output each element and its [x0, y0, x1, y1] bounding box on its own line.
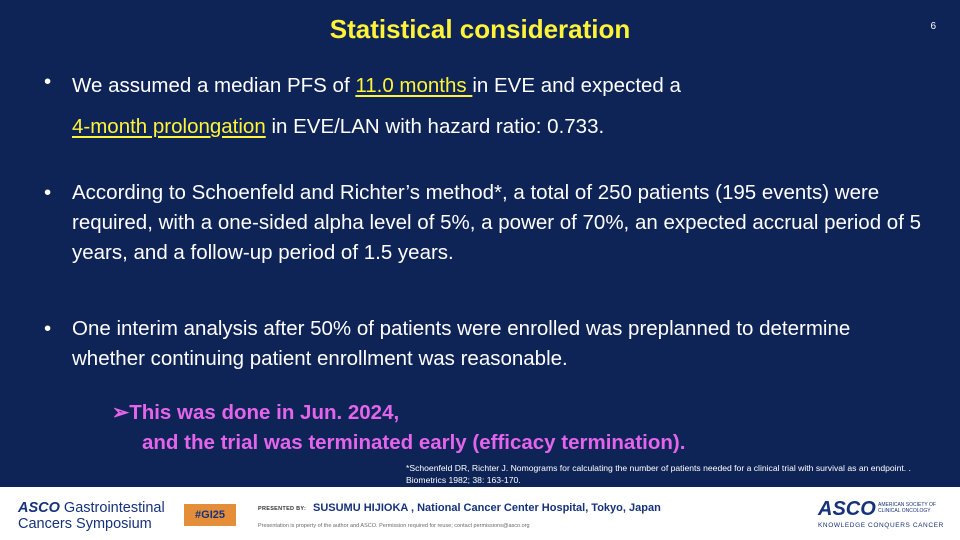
reference-footnote: *Schoenfeld DR, Richter J. Nomograms for…	[406, 463, 911, 485]
logo-line-1: Gastrointestinal	[59, 500, 165, 516]
bullet-dot-icon: •	[44, 70, 52, 93]
presenter-name: SUSUMU HIJIOKA , National Cancer Center …	[313, 502, 661, 514]
gi-symposium-logo: ASCO Gastrointestinal Cancers Symposium	[18, 500, 165, 532]
slide-title: Statistical consideration	[329, 14, 631, 44]
callout-text-1: This was done in Jun. 2024,	[129, 401, 400, 424]
copyright-note: Presentation is property of the author a…	[258, 523, 530, 529]
asco-society-name: AMERICAN SOCIETY OF CLINICAL ONCOLOGY	[878, 502, 936, 514]
presented-by-label: PRESENTED BY:	[258, 506, 307, 512]
asco-wordmark: ASCO	[818, 498, 876, 520]
slide: Statistical consideration 6 • We assumed…	[0, 0, 960, 487]
highlight-prolongation: 4-month prolongation	[72, 115, 266, 138]
bullet-text: We assumed a median PFS of 11.0 months i…	[72, 65, 922, 147]
bullet-1-text-c: in EVE/LAN with hazard ratio: 0.733.	[265, 115, 605, 138]
hashtag-badge: #GI25	[184, 504, 236, 526]
bullet-text: One interim analysis after 50% of patien…	[72, 317, 851, 370]
arrow-icon: ➢	[112, 401, 130, 424]
logo-line-2: Cancers Symposium	[18, 516, 152, 532]
page-number: 6	[930, 21, 936, 32]
highlight-median-pfs: 11.0 months	[355, 74, 473, 97]
bullet-dot-icon: •	[44, 181, 52, 204]
society-line-2: CLINICAL ONCOLOGY	[878, 508, 931, 514]
bullet-1-text-a: We assumed a median PFS of	[72, 74, 356, 97]
bullet-dot-icon: •	[44, 317, 52, 340]
footer: ASCO Gastrointestinal Cancers Symposium …	[0, 487, 960, 540]
callout-line-2: and the trial was terminated early (effi…	[142, 431, 686, 454]
asco-tagline: KNOWLEDGE CONQUERS CANCER	[818, 522, 944, 529]
society-line-1: AMERICAN SOCIETY OF	[878, 502, 936, 508]
asco-logo: ASCO AMERICAN SOCIETY OF CLINICAL ONCOLO…	[818, 498, 948, 532]
bullet-text: According to Schoenfeld and Richter’s me…	[72, 181, 921, 264]
callout-line-1: ➢This was done in Jun. 2024,	[112, 398, 685, 428]
asco-wordmark: ASCO	[18, 500, 60, 516]
bullet-1-text-b: in EVE and expected a	[472, 74, 681, 97]
callout: ➢This was done in Jun. 2024, and the tri…	[112, 398, 685, 458]
